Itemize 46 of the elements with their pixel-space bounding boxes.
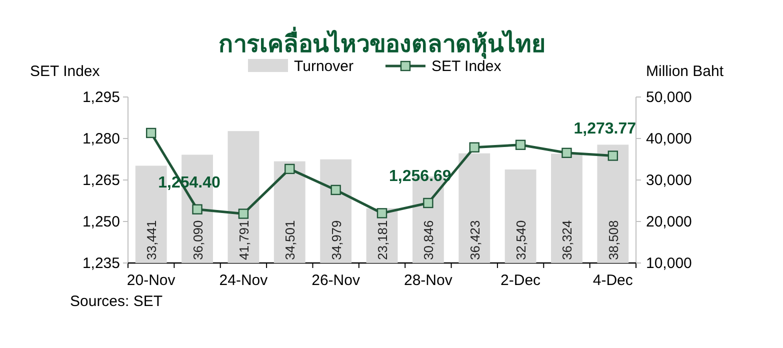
data-label: 23,181 — [375, 220, 390, 260]
data-label: 33,441 — [144, 220, 160, 260]
y2-axis-title: Million Baht — [646, 63, 724, 80]
point — [515, 140, 526, 150]
y2-tick-label: 30,000 — [646, 172, 692, 189]
data-label: 36,324 — [560, 220, 575, 260]
source-note: Sources: SET — [70, 293, 163, 310]
y2-tick-label: 10,000 — [646, 255, 692, 272]
data-label: 1,256.69 — [389, 168, 452, 185]
point — [423, 198, 434, 208]
point — [376, 208, 388, 218]
point — [238, 208, 249, 219]
y-tick-label: 1,295 — [82, 89, 120, 106]
point — [562, 148, 572, 158]
x-tick-label: 26-Nov — [312, 272, 360, 289]
y-tick-label: 1,250 — [82, 214, 120, 230]
x-tick-label: 4-Dec — [592, 272, 634, 289]
point — [146, 128, 156, 138]
point — [284, 164, 295, 174]
x-tick-label: 20-Nov — [126, 272, 176, 289]
data-label: 36,423 — [467, 220, 482, 260]
y-axis-title: SET Index — [30, 63, 100, 80]
chart-title: การเคลื่อนไหวของตลาดหุ้นไทย — [218, 26, 546, 60]
y-tick-label: 1,280 — [82, 130, 120, 148]
x-tick-label: 2-Dec — [500, 272, 542, 289]
x-tick-label: 24-Nov — [219, 272, 268, 289]
point — [330, 184, 341, 196]
data-label: 38,508 — [606, 220, 621, 260]
data-label: 34,979 — [328, 220, 344, 260]
data-label: 34,501 — [282, 220, 298, 260]
point — [608, 150, 618, 161]
point — [192, 204, 202, 214]
data-label: 30,846 — [421, 220, 436, 260]
y2-tick-label: 40,000 — [646, 130, 692, 148]
point — [469, 142, 480, 152]
y-tick-label: 1,265 — [82, 172, 120, 189]
legend-label: SET Index — [431, 58, 502, 75]
data-label: 1,273.77 — [574, 120, 636, 138]
y2-tick-label: 50,000 — [646, 89, 692, 106]
data-label: 41,791 — [236, 220, 252, 260]
x-tick-label: 28-Nov — [404, 272, 453, 289]
data-label: 32,540 — [514, 220, 529, 260]
y-tick-label: 1,235 — [82, 255, 120, 272]
legend-label: Turnover — [294, 58, 354, 75]
data-label: 36,090 — [190, 220, 206, 260]
y2-tick-label: 20,000 — [646, 214, 692, 230]
